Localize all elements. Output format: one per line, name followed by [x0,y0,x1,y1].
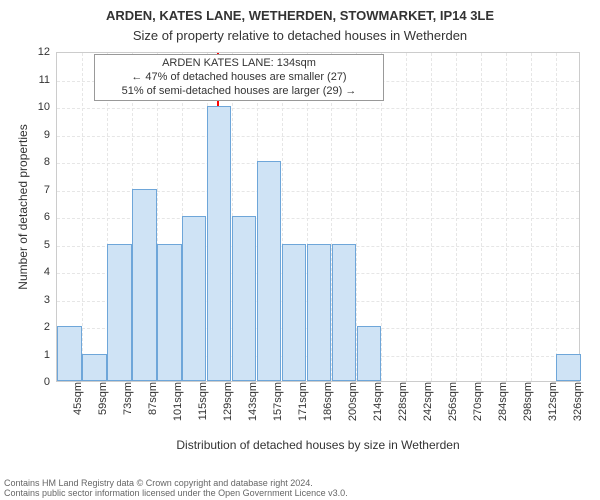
gridline-v [481,53,482,381]
annotation-line-2: ← 47% of detached houses are smaller (27… [99,71,379,85]
footer-credits: Contains HM Land Registry data © Crown c… [4,478,348,498]
y-tick-label: 0 [32,376,50,388]
histogram-bar [232,216,256,381]
chart-title: ARDEN, KATES LANE, WETHERDEN, STOWMARKET… [0,8,600,23]
footer-line-2: Contains public sector information licen… [4,488,348,498]
annotation-line-1: ARDEN KATES LANE: 134sqm [99,57,379,71]
x-tick-label: 186sqm [322,382,334,430]
x-tick-label: 157sqm [272,382,284,430]
gridline-h [57,163,579,164]
histogram-bar [556,354,580,382]
x-tick-label: 45sqm [72,382,84,430]
gridline-v [431,53,432,381]
x-tick-label: 214sqm [372,382,384,430]
chart-container: ARDEN, KATES LANE, WETHERDEN, STOWMARKET… [0,0,600,500]
x-tick-label: 129sqm [222,382,234,430]
gridline-v [456,53,457,381]
footer-line-1: Contains HM Land Registry data © Crown c… [4,478,348,488]
gridline-h [57,108,579,109]
histogram-bar [182,216,206,381]
y-tick-label: 3 [32,294,50,306]
x-tick-label: 270sqm [472,382,484,430]
y-axis-label: Number of detached properties [16,97,30,317]
y-tick-label: 11 [32,74,50,86]
x-tick-label: 298sqm [522,382,534,430]
x-tick-label: 256sqm [447,382,459,430]
x-axis-label: Distribution of detached houses by size … [56,438,580,452]
gridline-v [406,53,407,381]
gridline-v [556,53,557,381]
histogram-bar [207,106,231,381]
x-tick-label: 143sqm [247,382,259,430]
gridline-v [506,53,507,381]
gridline-v [381,53,382,381]
y-tick-label: 10 [32,101,50,113]
y-tick-label: 6 [32,211,50,223]
x-tick-label: 326sqm [572,382,584,430]
y-tick-label: 8 [32,156,50,168]
x-tick-label: 284sqm [497,382,509,430]
y-tick-label: 5 [32,239,50,251]
gridline-h [57,136,579,137]
histogram-bar [57,326,81,381]
y-tick-label: 4 [32,266,50,278]
gridline-v [531,53,532,381]
x-tick-label: 242sqm [422,382,434,430]
x-tick-label: 87sqm [147,382,159,430]
y-tick-label: 2 [32,321,50,333]
x-tick-label: 200sqm [347,382,359,430]
gridline-v [82,53,83,381]
histogram-bar [157,244,181,382]
histogram-bar [332,244,356,382]
x-tick-label: 73sqm [122,382,134,430]
x-tick-label: 171sqm [297,382,309,430]
y-tick-label: 12 [32,46,50,58]
x-tick-label: 59sqm [97,382,109,430]
histogram-bar [257,161,281,381]
histogram-bar [357,326,381,381]
x-tick-label: 312sqm [547,382,559,430]
histogram-bar [282,244,306,382]
histogram-bar [132,189,156,382]
x-tick-label: 101sqm [172,382,184,430]
x-tick-label: 115sqm [197,382,209,430]
y-tick-label: 9 [32,129,50,141]
x-tick-label: 228sqm [397,382,409,430]
plot-area [56,52,580,382]
annotation-box: ARDEN KATES LANE: 134sqm ← 47% of detach… [94,54,384,101]
histogram-bar [307,244,331,382]
y-tick-label: 1 [32,349,50,361]
chart-subtitle: Size of property relative to detached ho… [0,28,600,43]
histogram-bar [82,354,106,382]
y-tick-label: 7 [32,184,50,196]
histogram-bar [107,244,131,382]
annotation-line-3: 51% of semi-detached houses are larger (… [99,85,379,99]
